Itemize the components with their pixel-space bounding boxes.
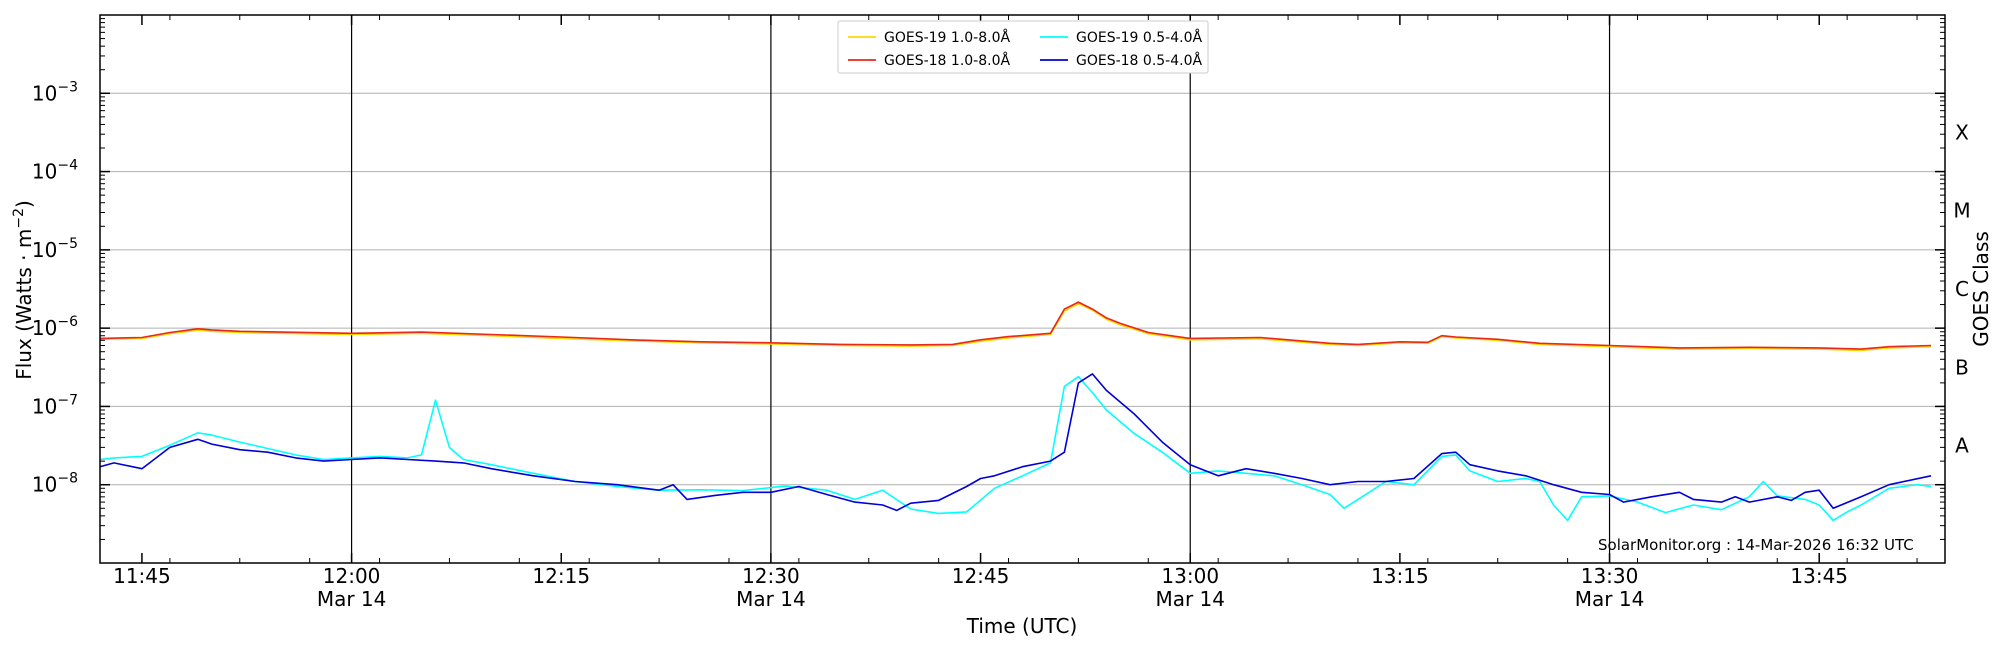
y-tick-label: 10−5 [32, 236, 78, 262]
series-line-0 [100, 302, 1932, 352]
legend-label-1: GOES-18 1.0-8.0Å [884, 52, 1010, 69]
x-tick-date: Mar 14 [1575, 587, 1645, 611]
right-axis-title: GOES Class [1969, 231, 1993, 347]
x-tick-label: 13:30 [1581, 564, 1639, 588]
legend-label-2: GOES-19 0.5-4.0Å [1076, 29, 1202, 46]
y-axis-title-main: Flux (Watts · m [12, 229, 36, 380]
series-layer [100, 301, 1932, 522]
y-tick-base: 10 [32, 81, 57, 105]
y-tick-label: 10−4 [32, 158, 78, 184]
goes-class-B: B [1955, 355, 1969, 379]
y-axis-title-end: ) [12, 200, 36, 208]
watermark-text: SolarMonitor.org : 14-Mar-2026 16:32 UTC [1598, 536, 1914, 554]
goes-class-M: M [1953, 199, 1970, 223]
legend-label-0: GOES-19 1.0-8.0Å [884, 29, 1010, 46]
y-tick-base: 10 [32, 394, 57, 418]
x-tick-label: 13:15 [1371, 564, 1429, 588]
x-tick-label: 12:00 [323, 564, 381, 588]
y-tick-exponent: −8 [57, 471, 78, 487]
series-line-1 [100, 301, 1932, 350]
y-tick-exponent: −3 [57, 79, 78, 95]
legend-label-3: GOES-18 0.5-4.0Å [1076, 52, 1202, 69]
series-line-2 [100, 375, 1932, 522]
goes-class-C: C [1955, 277, 1969, 301]
y-tick-exponent: −7 [57, 392, 78, 408]
legend-box [837, 20, 1209, 74]
x-tick-label: 12:45 [952, 564, 1010, 588]
y-tick-label: 10−7 [32, 392, 78, 418]
x-tick-label: 12:15 [532, 564, 590, 588]
goes-class-A: A [1955, 434, 1969, 458]
x-tick-date: Mar 14 [736, 587, 806, 611]
x-tick-label: 11:45 [113, 564, 171, 588]
y-tick-exponent: −6 [57, 314, 78, 330]
x-tick-date: Mar 14 [317, 587, 387, 611]
y-tick-exponent: −4 [57, 158, 78, 174]
y-tick-base: 10 [32, 473, 57, 497]
y-tick-label: 10−8 [32, 471, 78, 497]
legend: GOES-19 1.0-8.0Å GOES-18 1.0-8.0Å GOES-19 … [837, 20, 1209, 74]
x-tick-label: 12:30 [742, 564, 800, 588]
y-tick-base: 10 [32, 238, 57, 262]
y-tick-exponent: −5 [57, 236, 78, 252]
y-tick-label: 10−6 [32, 314, 78, 340]
x-axis-title: Time (UTC) [966, 614, 1078, 638]
y-tick-base: 10 [32, 160, 57, 184]
plot-frame [99, 14, 1946, 564]
y-axis-ticks: 10−310−410−510−610−710−8 [32, 18, 1945, 540]
y-axis-title-sup: −2 [11, 208, 27, 229]
grid-lines [100, 92, 1945, 486]
goes-class-labels: A B C M X [1953, 120, 1970, 457]
series-line-3 [100, 373, 1932, 512]
y-tick-base: 10 [32, 316, 57, 340]
y-tick-label: 10−3 [32, 79, 78, 105]
x-tick-label: 13:00 [1161, 564, 1219, 588]
goes-class-X: X [1955, 120, 1969, 144]
x-tick-date: Mar 14 [1155, 587, 1225, 611]
day-lines [350, 15, 1611, 563]
x-tick-label: 13:45 [1790, 564, 1848, 588]
y-axis-title: Flux (Watts · m−2) [11, 200, 36, 380]
